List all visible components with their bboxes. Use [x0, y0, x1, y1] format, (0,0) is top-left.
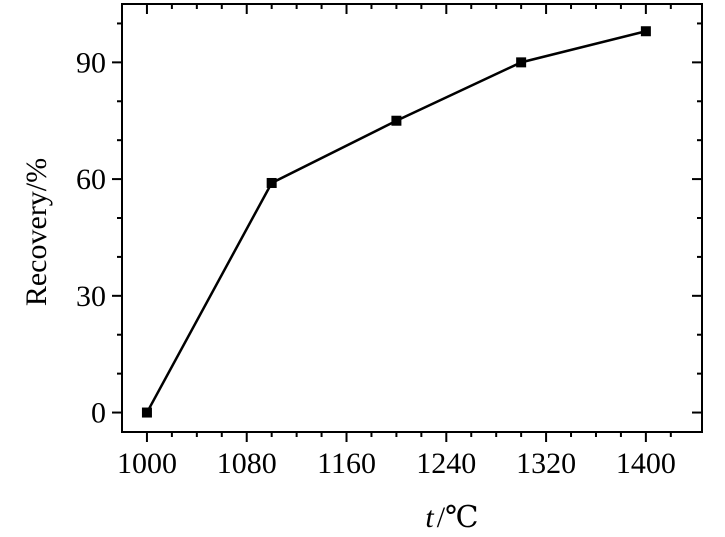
x-tick-label: 1320 — [516, 447, 576, 480]
data-point-marker — [141, 407, 152, 418]
y-axis-tick-labels: 0 30 60 90 — [76, 46, 106, 429]
series-group — [141, 26, 651, 418]
x-axis-title: t/℃ — [425, 501, 478, 534]
y-tick-label: 30 — [76, 280, 106, 313]
x-axis-ticks — [145, 4, 672, 442]
x-tick-label: 1240 — [416, 447, 476, 480]
y-tick-label: 0 — [91, 397, 106, 430]
x-tick-label: 1160 — [317, 447, 376, 480]
y-axis-ticks — [112, 22, 702, 414]
plot-frame — [121, 3, 703, 433]
x-tick-label: 1400 — [616, 447, 676, 480]
data-point-marker — [266, 177, 277, 188]
data-point-marker — [640, 26, 651, 37]
x-tick-label: 1080 — [217, 447, 277, 480]
data-point-marker — [391, 115, 402, 126]
y-tick-label: 90 — [76, 46, 106, 79]
series-line — [145, 30, 647, 414]
y-axis-title: Recovery/% — [20, 158, 53, 306]
x-axis-unit: /℃ — [437, 501, 479, 534]
x-axis-variable: t — [425, 501, 434, 534]
data-point-marker — [516, 57, 527, 68]
x-axis-tick-labels: 1000 1080 1160 1240 1320 1400 — [117, 447, 676, 480]
x-tick-label: 1000 — [117, 447, 177, 480]
y-tick-label: 60 — [76, 163, 106, 196]
